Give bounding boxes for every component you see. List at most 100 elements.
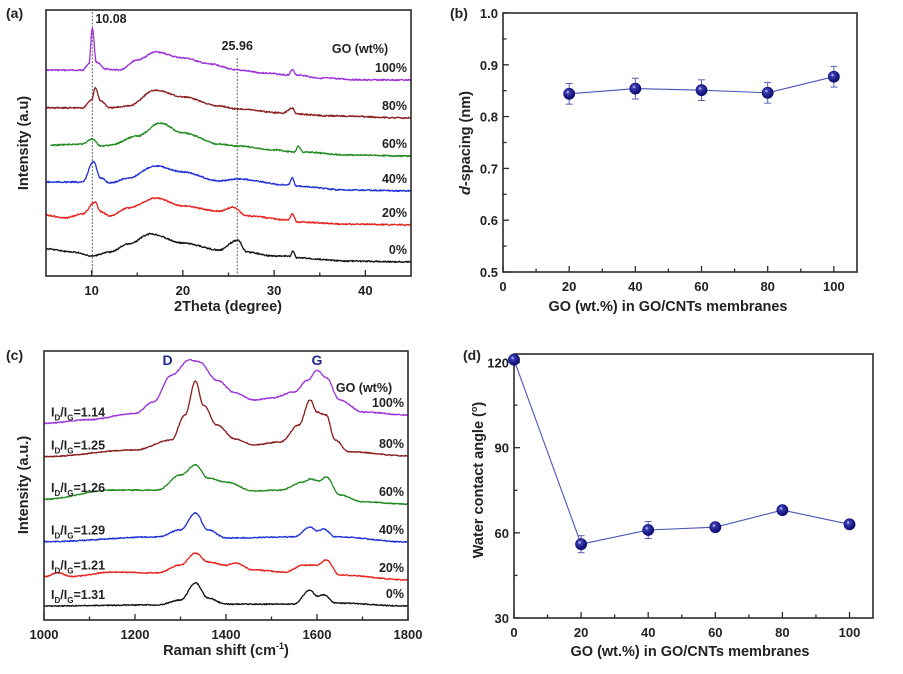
y-tick-label-d: 90 bbox=[495, 441, 509, 456]
intensity-ratio-label: ID/IG=1.21 bbox=[51, 559, 105, 576]
x-axis-label-b: GO (wt.%) in GO/CNTs membranes bbox=[548, 299, 787, 315]
x-tick-label-b: 0 bbox=[499, 279, 506, 294]
x-tick-label-c: 1000 bbox=[30, 627, 59, 642]
trace-c-80pct bbox=[43, 380, 408, 458]
plot-frame-d bbox=[513, 353, 874, 619]
y-tick-label-b: 1.0 bbox=[480, 6, 498, 21]
intensity-ratio-label: ID/IG=1.14 bbox=[51, 405, 105, 422]
trace-c-20pct bbox=[43, 552, 408, 581]
x-tick-label-d: 60 bbox=[708, 625, 722, 640]
series-label-c: 20% bbox=[379, 561, 404, 575]
data-point-b bbox=[827, 70, 840, 83]
y-axis-label-d: Water contact angle (o) bbox=[469, 402, 487, 559]
panel-c-raman: (c) 100% 80% 60% 40% 20% 0% ID/IG=1.14 ID/IG=1.… bbox=[6, 347, 422, 659]
x-axis-label-c-main: Raman shift (cm bbox=[163, 643, 276, 659]
plot-frame-b bbox=[502, 12, 858, 273]
x-tick-label-c: 1600 bbox=[303, 627, 332, 642]
series-label-a: 80% bbox=[382, 99, 407, 113]
y-tick-label-d: 30 bbox=[495, 611, 509, 626]
trace-a-100pct bbox=[45, 27, 412, 82]
x-tick-label-a: 10 bbox=[84, 283, 98, 298]
y-tick-label-b: 0.8 bbox=[480, 110, 498, 125]
intensity-ratio-label: ID/IG=1.29 bbox=[51, 524, 105, 541]
x-axis-label-c-end: ) bbox=[284, 643, 289, 659]
raman-plot-area: 100% 80% 60% 40% 20% 0% ID/IG=1.14 ID/IG=1.25 ID… bbox=[30, 350, 423, 642]
legend-title-c: GO (wt%) bbox=[336, 381, 392, 395]
y-axis-label-b: d-spacing (nm) bbox=[458, 91, 474, 195]
y-axis-label-d-main: Water contact angle ( bbox=[471, 412, 487, 558]
x-tick-label-b: 40 bbox=[628, 279, 642, 294]
trace-a-60pct bbox=[50, 122, 411, 158]
xrd-plot-area: 10.08 25.96 100% 80% 60% 40% 20% 0% 10 20 30 40 bbox=[45, 9, 412, 298]
intensity-ratio-label: ID/IG=1.25 bbox=[51, 439, 105, 456]
panel-d-contact-angle: (d) 0 20 40 60 80 100 30 60 90 120 GO (wt.%) in G… bbox=[463, 347, 874, 660]
trace-a-0pct bbox=[45, 232, 412, 264]
series-label-a: 20% bbox=[382, 206, 407, 220]
y-axis-label-b-italic: d bbox=[458, 185, 474, 195]
panel-label-c: (c) bbox=[6, 347, 23, 363]
x-tick-label-d: 40 bbox=[641, 625, 655, 640]
x-tick-label-a: 40 bbox=[358, 283, 372, 298]
x-tick-label-a: 20 bbox=[176, 283, 190, 298]
connecting-line-d bbox=[513, 359, 850, 545]
panel-label-a: (a) bbox=[6, 5, 23, 21]
legend-title-a: GO (wt%) bbox=[332, 42, 388, 56]
panel-a-xrd: (a) 10.08 25.96 100% 80% 60% 40% 20% 0% 10 20 30 40… bbox=[6, 5, 412, 315]
intensity-ratio-label: ID/IG=1.26 bbox=[51, 481, 105, 498]
x-tick-label-a: 30 bbox=[267, 283, 281, 298]
data-point-d bbox=[776, 504, 789, 517]
trace-c-0pct bbox=[43, 581, 409, 608]
panel-label-b: (b) bbox=[450, 5, 468, 21]
x-tick-label-b: 60 bbox=[694, 279, 708, 294]
series-label-a: 60% bbox=[382, 137, 407, 151]
peak-label-D: D bbox=[163, 352, 173, 368]
data-point-b bbox=[695, 84, 708, 97]
x-axis-label-c: Raman shift (cm-1) bbox=[163, 641, 289, 659]
trace-c-100pct bbox=[43, 358, 409, 425]
x-axis-label-d: GO (wt.%) in GO/CNTs membranes bbox=[570, 644, 809, 660]
y-tick-label-d: 120 bbox=[487, 356, 509, 371]
series-label-a: 40% bbox=[382, 172, 407, 186]
y-axis-label-d-sup: o bbox=[469, 406, 479, 412]
contact-angle-plot-area: 0 20 40 60 80 100 30 60 90 120 bbox=[487, 353, 874, 640]
panel-label-d: (d) bbox=[463, 347, 481, 363]
y-tick-label-b: 0.9 bbox=[480, 58, 498, 73]
data-point-b bbox=[629, 82, 642, 95]
series-label-c: 80% bbox=[379, 437, 404, 451]
y-tick-label-b: 0.5 bbox=[480, 265, 498, 280]
y-axis-label-a: Intensity (a.u) bbox=[16, 96, 32, 190]
x-tick-label-d: 0 bbox=[510, 625, 517, 640]
trace-a-80pct bbox=[45, 86, 412, 120]
x-tick-label-b: 80 bbox=[760, 279, 774, 294]
trace-a-20pct bbox=[45, 196, 411, 227]
d-spacing-plot-area: 0 20 40 60 80 100 0.5 0.6 0.7 0.8 0.9 1.0 bbox=[480, 6, 858, 294]
peak-label-G: G bbox=[312, 352, 323, 368]
x-axis-label-c-sup: -1 bbox=[276, 641, 284, 651]
peak-annotation: 25.96 bbox=[222, 39, 253, 53]
x-tick-label-b: 100 bbox=[823, 279, 845, 294]
series-label-c: 60% bbox=[379, 485, 404, 499]
series-label-c: 40% bbox=[379, 523, 404, 537]
y-tick-label-b: 0.7 bbox=[480, 161, 498, 176]
data-point-d bbox=[575, 538, 588, 551]
series-label-c: 0% bbox=[386, 587, 404, 601]
series-label-a: 0% bbox=[389, 243, 407, 257]
peak-annotation: 10.08 bbox=[95, 12, 126, 26]
y-axis-label-c: Intensity (a.u.) bbox=[16, 436, 32, 534]
y-tick-label-b: 0.6 bbox=[480, 213, 498, 228]
y-axis-label-d-end: ) bbox=[471, 402, 487, 407]
trace-a-40pct bbox=[45, 160, 411, 193]
x-tick-label-c: 1800 bbox=[394, 627, 423, 642]
trace-c-40pct bbox=[43, 511, 408, 544]
series-label-a: 100% bbox=[375, 61, 407, 75]
x-tick-label-c: 1400 bbox=[212, 627, 241, 642]
x-tick-label-b: 20 bbox=[562, 279, 576, 294]
panel-b-d-spacing: (b) 0 20 40 60 80 100 0.5 0.6 0.7 0.8 0.9 1.0 GO (w… bbox=[450, 5, 858, 315]
data-point-b bbox=[563, 87, 576, 100]
data-point-d bbox=[508, 353, 520, 366]
data-point-d bbox=[709, 521, 722, 534]
y-tick-label-d: 60 bbox=[495, 526, 509, 541]
trace-c-60pct bbox=[43, 463, 408, 506]
x-tick-label-d: 100 bbox=[839, 625, 861, 640]
